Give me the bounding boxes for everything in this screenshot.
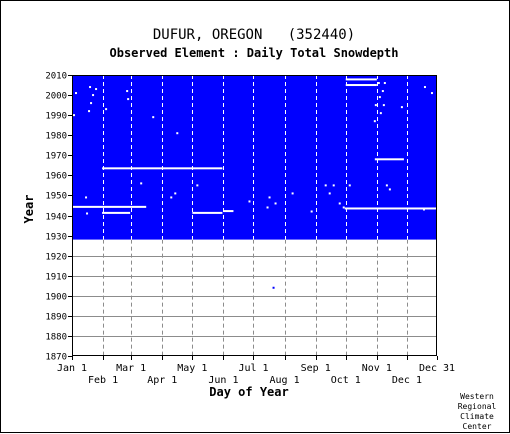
- x-axis-ticks: Jan 1 Mar 1 May 1 Jul 1 Sep 1 Nov 1 Dec 31 Feb …: [57, 356, 455, 386]
- data-point: [95, 88, 98, 91]
- data-point: [291, 192, 294, 195]
- y-tick-label: 1890: [45, 313, 67, 323]
- y-tick-label: 1980: [45, 132, 67, 142]
- x-tick-label: Sep 1: [301, 363, 331, 374]
- y-axis-ticks: 1870 1880 1890 1900 1910 1920 1930 1940 1950 1960…: [45, 72, 72, 363]
- credit-line-1: Western: [460, 392, 494, 401]
- data-point: [374, 104, 377, 107]
- data-point: [348, 184, 351, 187]
- data-point: [176, 132, 179, 135]
- data-point: [383, 82, 386, 85]
- y-tick-label: 1900: [45, 293, 67, 303]
- plot-area: [72, 75, 437, 356]
- chart-title: DUFUR, OREGON (352440): [153, 27, 355, 43]
- y-axis-label: Year: [22, 195, 36, 224]
- data-point: [85, 196, 88, 199]
- plot-border: [72, 75, 437, 356]
- x-tick-label: Mar 1: [116, 363, 146, 374]
- data-point: [382, 104, 385, 107]
- data-point: [92, 94, 95, 97]
- x-tick-label: Nov 1: [362, 363, 392, 374]
- data-point: [86, 212, 89, 215]
- data-point: [324, 184, 327, 187]
- data-point: [342, 206, 345, 209]
- data-point: [126, 90, 129, 93]
- data-point: [90, 102, 93, 105]
- data-point: [423, 86, 426, 89]
- data-point: [385, 184, 388, 187]
- data-segment: [344, 207, 437, 210]
- data-point: [381, 90, 384, 93]
- data-segment: [192, 211, 223, 214]
- data-point: [332, 184, 335, 187]
- data-point: [174, 192, 177, 195]
- data-segment: [102, 167, 223, 170]
- y-tick-label: 1880: [45, 333, 67, 343]
- data-point: [248, 200, 251, 203]
- y-tick-label: 2000: [45, 92, 67, 102]
- y-tick-label: 1870: [45, 353, 67, 363]
- data-point: [170, 196, 173, 199]
- y-tick-label: 1910: [45, 273, 67, 283]
- x-tick-label: Dec 1: [392, 375, 422, 386]
- data-segment: [102, 211, 131, 214]
- x-tick-label: Jan 1: [57, 363, 87, 374]
- credit-line-3: Climate: [460, 412, 494, 421]
- data-point: [196, 184, 199, 187]
- data-segment: [72, 205, 147, 208]
- data-point: [373, 120, 376, 123]
- y-tick-label: 1930: [45, 233, 67, 243]
- data-point: [73, 114, 76, 117]
- data-point: [388, 188, 391, 191]
- y-tick-label: 1990: [45, 112, 67, 122]
- y-tick-label: 1970: [45, 152, 67, 162]
- x-tick-label: Jun 1: [208, 375, 238, 386]
- y-tick-label: 1960: [45, 172, 67, 182]
- data-point: [268, 196, 271, 199]
- data-point: [422, 208, 425, 211]
- data-point: [378, 96, 381, 99]
- data-segment: [345, 84, 377, 87]
- data-point: [89, 86, 92, 89]
- y-tick-label: 1940: [45, 213, 67, 223]
- data-point: [274, 202, 277, 205]
- data-point: [328, 192, 331, 195]
- data-segment: [374, 158, 404, 161]
- credit-block: Western Regional Climate Center: [458, 392, 497, 431]
- x-tick-label: Oct 1: [331, 375, 361, 386]
- data-point: [379, 112, 382, 115]
- data-point: [140, 182, 143, 185]
- data-point: [75, 92, 78, 95]
- data-point: [430, 92, 433, 95]
- data-point: [127, 98, 130, 101]
- chart-subtitle: Observed Element : Daily Total Snowdepth: [110, 46, 399, 60]
- x-tick-label: Jul 1: [238, 363, 268, 374]
- y-tick-label: 1920: [45, 253, 67, 263]
- credit-line-2: Regional: [458, 402, 497, 411]
- x-tick-label: Apr 1: [147, 375, 177, 386]
- data-point: [310, 210, 313, 213]
- x-tick-label: May 1: [177, 363, 207, 374]
- x-tick-label: Dec 31: [419, 363, 455, 374]
- x-tick-label: Feb 1: [88, 375, 118, 386]
- data-point: [272, 286, 275, 289]
- missing-data-region: [72, 75, 437, 240]
- x-tick-label: Aug 1: [270, 375, 300, 386]
- data-segment: [223, 210, 234, 213]
- data-point: [88, 110, 91, 113]
- data-segment: [345, 78, 377, 81]
- y-tick-label: 1950: [45, 192, 67, 202]
- data-point: [152, 116, 155, 119]
- x-axis-label: Day of Year: [209, 385, 288, 399]
- y-tick-label: 2010: [45, 72, 67, 82]
- data-point: [338, 202, 341, 205]
- data-point: [105, 108, 108, 111]
- credit-line-4: Center: [463, 422, 492, 431]
- data-point: [400, 106, 403, 109]
- data-point: [266, 206, 269, 209]
- data-point: [377, 82, 380, 85]
